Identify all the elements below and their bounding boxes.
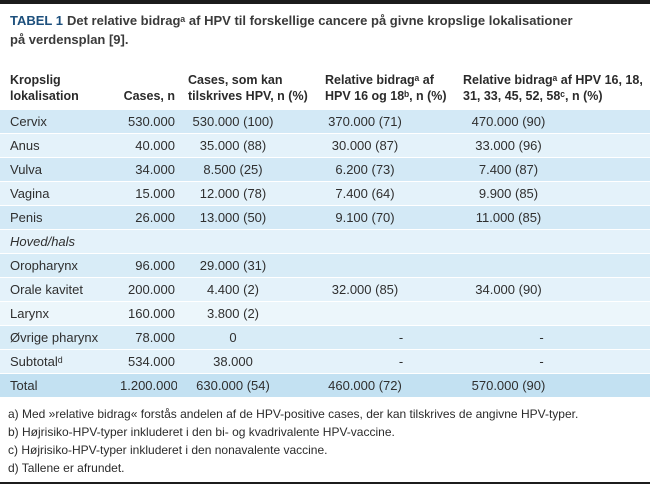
footnote-b: b) Højrisiko-HPV-typer inkluderet i den … bbox=[8, 425, 395, 439]
table-title-line1: Det relative bidragᵃ af HPV til forskell… bbox=[66, 13, 573, 28]
table-number-label: TABEL 1 bbox=[10, 13, 63, 28]
hpv-contribution-table: Kropslig lokalisation Cases, n Cases, som… bbox=[0, 58, 650, 397]
footnotes: a) Med »relative bidrag« forstås andelen… bbox=[8, 405, 650, 477]
header-row: Kropslig lokalisation Cases, n Cases, som… bbox=[0, 58, 650, 110]
table-section-row-hoved-hals: Hoved/hals bbox=[0, 229, 650, 254]
footnote-d: d) Tallene er afrundet. bbox=[8, 461, 125, 475]
footnote-c: c) Højrisiko-HPV-typer inkluderet i den … bbox=[8, 443, 328, 457]
table-row-penis: Penis 26.000 13.000 (50) 9.100 (70) 11.000 (… bbox=[0, 205, 650, 230]
col-header-hpv-nonavalent: Relative bidragᵃ af HPV 16, 18, 31, 33, 4… bbox=[463, 73, 643, 103]
col-header-cases: Cases, n bbox=[123, 89, 175, 103]
table-row-vulva: Vulva 34.000 8.500 (25) 6.200 (73) 7.400 (87… bbox=[0, 157, 650, 182]
top-border-bar bbox=[0, 0, 650, 4]
col-header-cases-hpv: Cases, som kan tilskrives HPV, n (%) bbox=[188, 73, 308, 103]
table-title-line2: på verdensplan [9]. bbox=[10, 32, 129, 47]
footnote-a: a) Med »relative bidrag« forstås andelen… bbox=[8, 407, 579, 421]
table-row-vagina: Vagina 15.000 12.000 (78) 7.400 (64) 9.900 (… bbox=[0, 181, 650, 206]
table-row-anus: Anus 40.000 35.000 (88) 30.000 (87) 33.000 (… bbox=[0, 133, 650, 158]
table-row-total: Total 1.200.000 630.000 (54) 460.000 (72) 57… bbox=[0, 373, 650, 397]
table-title: TABEL 1 Det relative bidragᵃ af HPV til f… bbox=[0, 4, 650, 49]
table-row-oropharynx: Oropharynx 96.000 29.000 (31) bbox=[0, 253, 650, 278]
bottom-border-bar bbox=[0, 482, 650, 484]
col-header-lokalisation: Kropslig lokalisation bbox=[10, 73, 79, 103]
table-row-larynx: Larynx 160.000 3.800 (2) bbox=[0, 301, 650, 326]
table-row-cervix: Cervix 530.000 530.000 (100) 370.000 (71) 47… bbox=[0, 110, 650, 134]
table-row-subtotal: Subtotalᵈ 534.000 38.000- - bbox=[0, 349, 650, 374]
col-header-hpv-16-18: Relative bidragᵃ af HPV 16 og 18ᵇ, n (%) bbox=[325, 73, 447, 103]
table-row-ovrige-pharynx: Øvrige pharynx 78.000 0- - bbox=[0, 325, 650, 350]
table-row-orale-kavitet: Orale kavitet 200.000 4.400 (2) 32.000 (85)… bbox=[0, 277, 650, 302]
